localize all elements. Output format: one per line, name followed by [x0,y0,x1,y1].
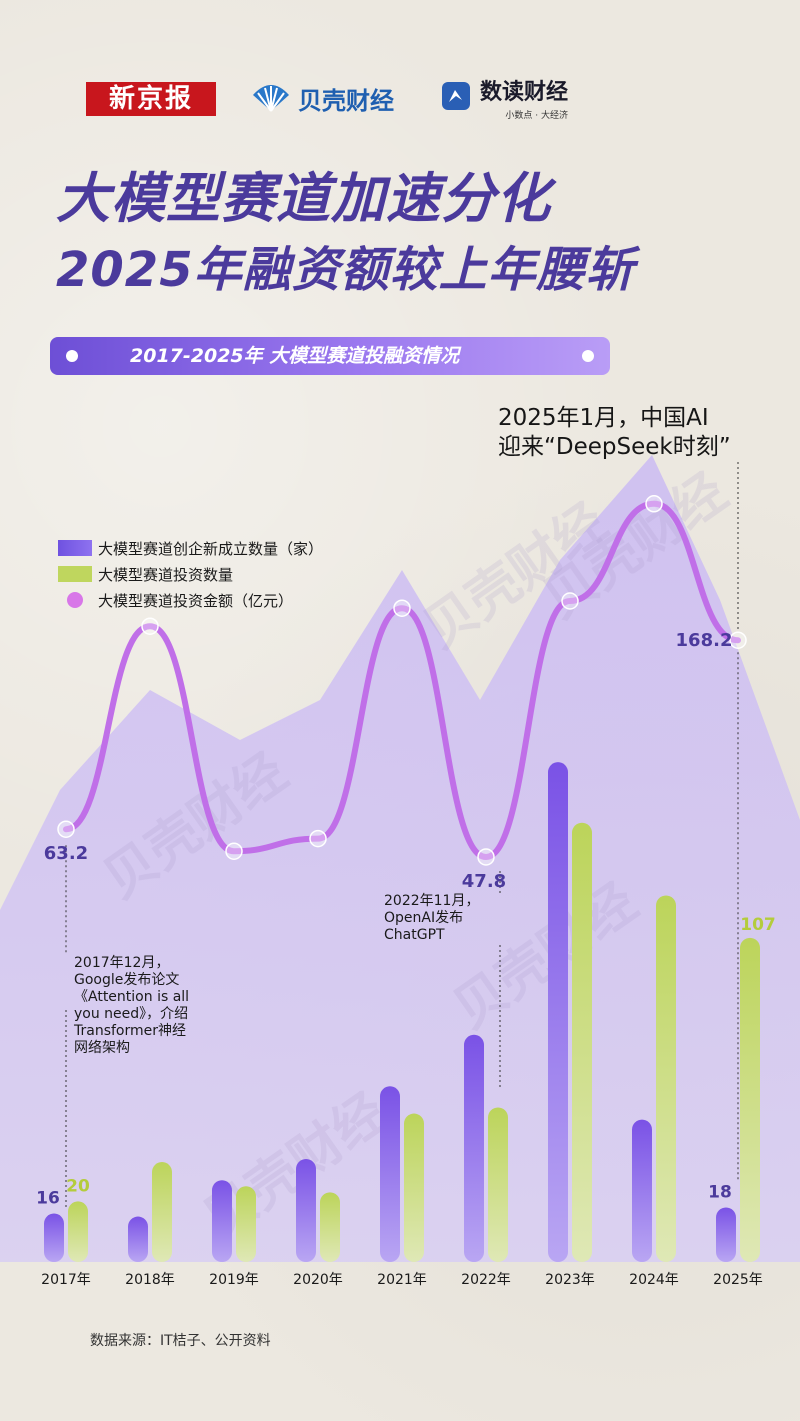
annotation-2017-line: Transformer神经 [74,1023,187,1039]
annotation-2022-line: 2022年11月， [384,893,480,909]
data-source: 数据来源：IT桔子、公开资料 [90,1333,271,1349]
legend-item-amount: 大模型赛道投资金额（亿元） [58,588,323,612]
annotation-2017-line: 网络架构 [74,1040,130,1056]
mountain-area-layer [0,455,800,1262]
guide-lines-layer [65,462,739,1208]
beike-logo: 贝壳财经 [250,78,394,118]
headline-line2: 迎来“DeepSeek时刻” [498,434,731,460]
line-series-layer [57,495,747,866]
legend-swatch-green [58,566,92,582]
annotation-2017-line: you need》，介绍 [74,1006,189,1022]
legend-label-amount: 大模型赛道投资金额（亿元） [98,591,294,610]
annotation-2017-line: Google发布论文 [74,972,180,988]
annotation-2017: 2017年12月， Google发布论文 《Attention is all y… [74,955,244,1057]
deepseek-headline: 2025年1月，中国AI 迎来“DeepSeek时刻” [498,404,798,462]
amount-line [63,500,741,860]
amount-point [561,592,579,610]
bar-startups [632,1119,652,1262]
shudu-emblem-icon [442,82,470,110]
data-label-amount: 168.2 [676,630,733,651]
bar-startups [716,1207,736,1262]
bar-deals [404,1113,424,1262]
bars-layer [44,762,760,1262]
amount-point [393,599,411,617]
bar-deals [656,895,676,1262]
x-tick-label: 2024年 [629,1272,679,1288]
x-tick-label: 2023年 [545,1272,595,1288]
legend-item-startups: 大模型赛道创企新成立数量（家） [58,536,323,560]
chart-subtitle-banner: 2017-2025年 大模型赛道投融资情况 [50,337,610,375]
data-label-deals: 107 [740,915,776,935]
legend-swatch-circle [67,592,83,608]
shudu-logo-text: 数读财经 [480,80,569,105]
amount-point [225,842,243,860]
bar-deals [68,1201,88,1262]
chart-legend: 大模型赛道创企新成立数量（家） 大模型赛道投资数量 大模型赛道投资金额（亿元） [58,536,323,614]
x-tick-label: 2025年 [713,1272,763,1288]
data-label-deals: 20 [66,1176,90,1196]
legend-swatch-purple [58,540,92,556]
x-axis-layer: 2017年 2018年 2019年 2020年 2021年 2022年 2023年 2024年… [41,1272,763,1288]
amount-point [141,617,159,635]
legend-label-deals: 大模型赛道投资数量 [98,565,234,584]
bar-startups [128,1216,148,1262]
main-title-line1: 大模型赛道加速分化 [56,167,551,230]
bar-deals [236,1186,256,1262]
banner-text: 2017-2025年 大模型赛道投融资情况 [130,345,460,367]
bar-startups [548,762,568,1262]
legend-label-startups: 大模型赛道创企新成立数量（家） [98,539,324,558]
amount-point [57,820,75,838]
bjnews-logo-text: 新京报 [108,84,193,114]
bar-deals [572,822,592,1262]
banner-dot-right [582,350,594,362]
x-tick-label: 2021年 [377,1272,427,1288]
annotation-2017-line: 《Attention is all [74,989,190,1005]
main-title-line2: 2025年融资额较上年腰斩 [56,242,635,298]
bar-startups [296,1159,316,1262]
amount-point [309,829,327,848]
shudu-logo: 数读财经 小数点 · 大经济 [440,80,569,121]
beike-logo-text: 贝壳财经 [298,87,394,115]
data-label-amount: 47.8 [462,871,506,892]
bar-startups [380,1086,400,1262]
bjnews-logo: 新京报 [86,82,216,116]
legend-item-deals: 大模型赛道投资数量 [58,562,323,586]
data-label-startups: 16 [36,1189,60,1209]
bar-startups [44,1213,64,1262]
x-tick-label: 2017年 [41,1272,91,1288]
data-label-startups: 18 [708,1182,732,1202]
annotation-2022-line: OpenAI发布 [384,910,464,926]
annotation-2017-line: 2017年12月， [74,955,170,971]
bar-deals [320,1192,340,1262]
bar-startups [464,1034,484,1262]
bar-startups [212,1180,232,1262]
shudu-slogan: 小数点 · 大经济 [505,111,569,121]
bar-deals [152,1162,172,1262]
x-tick-label: 2022年 [461,1272,511,1288]
x-tick-label: 2020年 [293,1272,343,1288]
bar-deals [488,1107,508,1262]
bar-deals [740,937,760,1262]
annotation-2022-line: ChatGPT [384,927,445,943]
amount-point [729,631,747,649]
amount-point [645,495,663,513]
x-tick-label: 2018年 [125,1272,175,1288]
data-label-amount: 63.2 [44,843,88,864]
amount-point [477,848,495,866]
x-tick-label: 2019年 [209,1272,259,1288]
headline-line1: 2025年1月，中国AI [498,405,709,431]
banner-dot-left [66,350,78,362]
labels-layer: 16 20 18 107 63.2 47.8 168.2 [36,630,776,1208]
annotation-2022: 2022年11月， OpenAI发布 ChatGPT [384,893,504,944]
shell-icon [253,85,289,112]
mountain-area [0,455,800,1262]
